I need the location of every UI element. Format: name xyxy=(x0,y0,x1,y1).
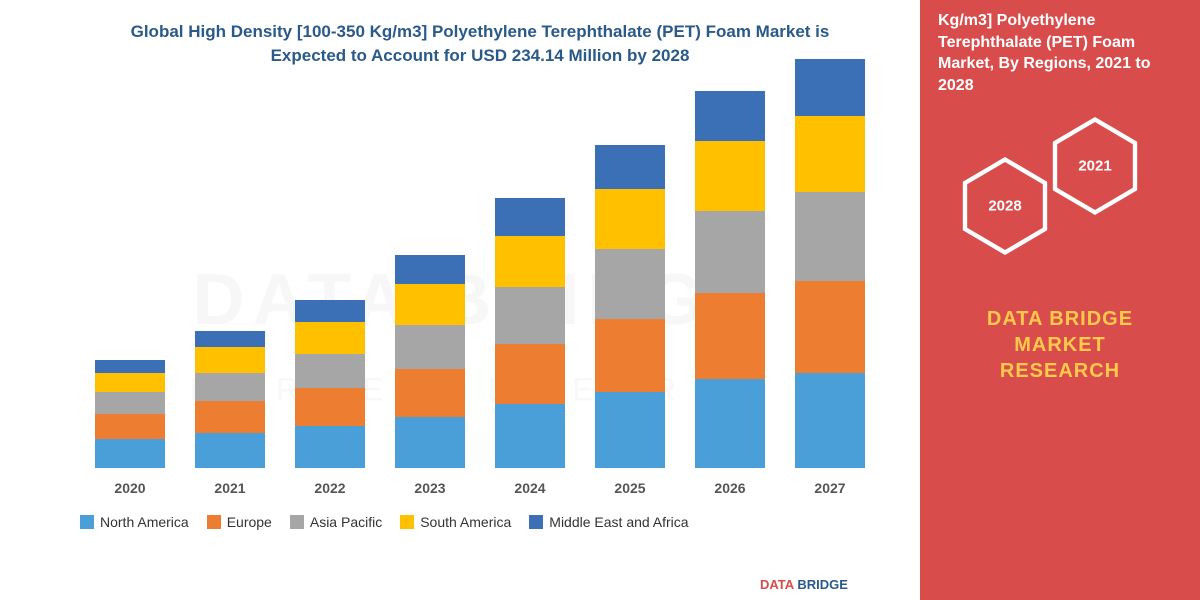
bar-segment xyxy=(795,192,865,281)
bar-segment xyxy=(295,300,365,322)
bar-segment xyxy=(395,369,465,417)
bar-segment xyxy=(95,373,165,392)
bar-segment xyxy=(95,392,165,414)
x-axis-label: 2024 xyxy=(495,480,565,496)
bar-segment xyxy=(95,360,165,373)
bars-container xyxy=(80,88,880,468)
bar-segment xyxy=(695,379,765,468)
bar-segment xyxy=(695,91,765,142)
legend-label: North America xyxy=(100,514,189,530)
bar-group xyxy=(395,255,465,467)
bar-segment xyxy=(295,426,365,467)
side-panel: Kg/m3] Polyethylene Terephthalate (PET) … xyxy=(920,0,1200,600)
bar-group xyxy=(595,145,665,468)
footer-logo-accent: DATA xyxy=(760,577,797,592)
footer-logo: DATA BRIDGE xyxy=(760,577,848,592)
bar-segment xyxy=(795,116,865,192)
legend: North America Europe Asia Pacific South Ame… xyxy=(80,514,900,530)
bar-group xyxy=(195,331,265,467)
x-axis-label: 2020 xyxy=(95,480,165,496)
legend-label: South America xyxy=(420,514,511,530)
x-axis-labels: 2020 2021 2022 2023 2024 2025 2026 2027 xyxy=(80,480,880,496)
bar-segment xyxy=(595,145,665,189)
bar-segment xyxy=(295,388,365,426)
bar-group xyxy=(695,91,765,468)
legend-swatch xyxy=(207,515,221,529)
bar-segment xyxy=(495,236,565,287)
bar-segment xyxy=(695,211,765,293)
bar-segment xyxy=(95,414,165,439)
chart-container: Global High Density [100-350 Kg/m3] Poly… xyxy=(60,20,900,560)
brand-line1: DATA BRIDGE MARKET xyxy=(938,306,1182,358)
legend-swatch xyxy=(400,515,414,529)
bar-segment xyxy=(195,433,265,468)
bar-segment xyxy=(295,322,365,354)
bar-group xyxy=(95,360,165,468)
x-axis-label: 2025 xyxy=(595,480,665,496)
bar-segment xyxy=(795,373,865,468)
bar-group xyxy=(495,198,565,467)
bar-segment xyxy=(595,249,665,319)
legend-swatch xyxy=(80,515,94,529)
hex-graphic: 2028 2021 xyxy=(940,116,1180,276)
bar-segment xyxy=(395,255,465,284)
legend-item: Middle East and Africa xyxy=(529,514,688,530)
hex-2028: 2028 xyxy=(960,156,1050,256)
brand-text: DATA BRIDGE MARKET RESEARCH xyxy=(938,306,1182,384)
bar-segment xyxy=(195,347,265,372)
brand-line2: RESEARCH xyxy=(938,358,1182,384)
legend-item: South America xyxy=(400,514,511,530)
bar-group xyxy=(295,300,365,468)
bar-segment xyxy=(95,439,165,468)
bar-segment xyxy=(195,401,265,433)
legend-item: Asia Pacific xyxy=(290,514,382,530)
x-axis-label: 2022 xyxy=(295,480,365,496)
bar-segment xyxy=(395,325,465,369)
plot-area xyxy=(80,88,880,468)
footer-logo-text: BRIDGE xyxy=(797,577,848,592)
bar-segment xyxy=(495,287,565,344)
side-panel-title: Kg/m3] Polyethylene Terephthalate (PET) … xyxy=(938,10,1182,96)
x-axis-label: 2023 xyxy=(395,480,465,496)
bar-segment xyxy=(495,404,565,467)
bar-segment xyxy=(395,284,465,325)
bar-segment xyxy=(495,198,565,236)
bar-segment xyxy=(595,189,665,249)
hex-2028-label: 2028 xyxy=(988,198,1021,215)
x-axis-label: 2026 xyxy=(695,480,765,496)
bar-segment xyxy=(495,344,565,404)
bar-segment xyxy=(295,354,365,389)
bar-group xyxy=(795,59,865,467)
bar-segment xyxy=(695,141,765,211)
bar-segment xyxy=(595,392,665,468)
legend-swatch xyxy=(529,515,543,529)
bar-segment xyxy=(795,281,865,373)
bar-segment xyxy=(195,331,265,347)
x-axis-label: 2027 xyxy=(795,480,865,496)
legend-swatch xyxy=(290,515,304,529)
bar-segment xyxy=(395,417,465,468)
hex-2021: 2021 xyxy=(1050,116,1140,216)
bar-segment xyxy=(595,319,665,392)
bar-segment xyxy=(695,293,765,379)
chart-title: Global High Density [100-350 Kg/m3] Poly… xyxy=(60,20,900,88)
legend-label: Middle East and Africa xyxy=(549,514,688,530)
legend-item: Europe xyxy=(207,514,272,530)
hex-2021-label: 2021 xyxy=(1078,158,1111,175)
legend-label: Europe xyxy=(227,514,272,530)
bar-segment xyxy=(195,373,265,402)
legend-item: North America xyxy=(80,514,189,530)
x-axis-label: 2021 xyxy=(195,480,265,496)
bar-segment xyxy=(795,59,865,116)
legend-label: Asia Pacific xyxy=(310,514,382,530)
